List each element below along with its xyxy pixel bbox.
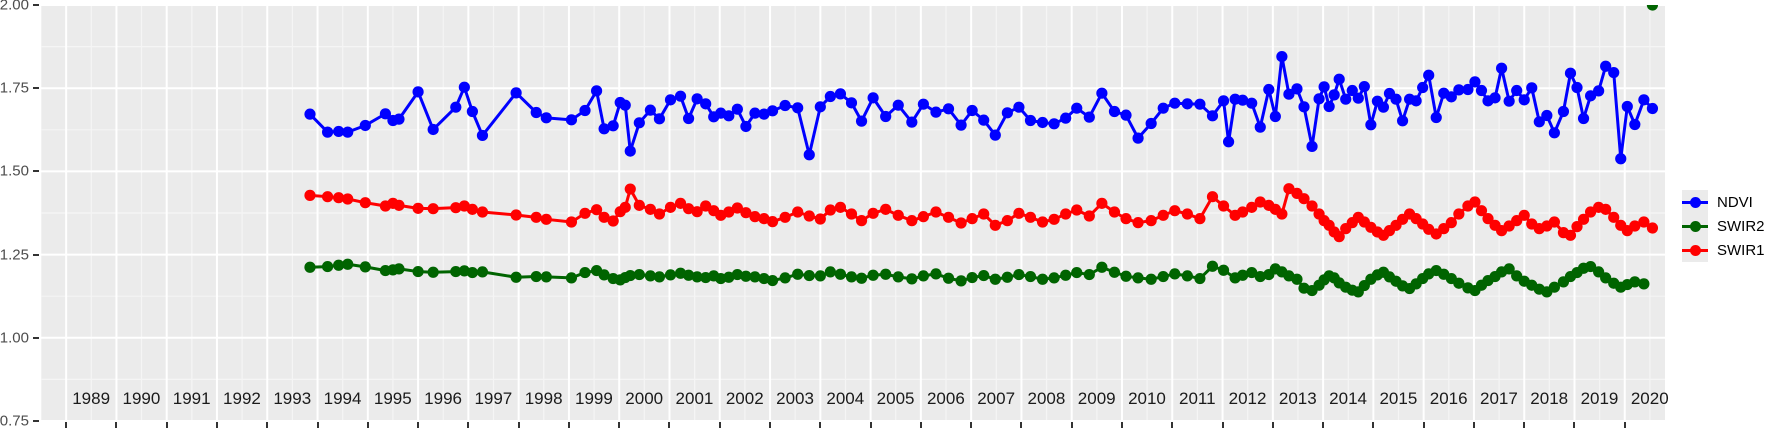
x-tick-label: 1990 bbox=[122, 389, 161, 408]
x-tick-mark bbox=[1573, 422, 1576, 428]
x-tick-label: 2009 bbox=[1077, 389, 1116, 408]
x-tick-label: 2017 bbox=[1480, 389, 1518, 408]
x-tick-label: 2012 bbox=[1228, 389, 1267, 408]
x-tick-label: 1999 bbox=[575, 389, 613, 408]
x-tick-label: 1995 bbox=[373, 389, 412, 408]
x-tick-label: 2001 bbox=[675, 389, 714, 408]
x-tick-label: 1996 bbox=[424, 389, 462, 408]
x-tick-label: 2002 bbox=[725, 389, 764, 408]
x-tick-mark bbox=[1322, 422, 1325, 428]
legend-label: SWIR1 bbox=[1717, 241, 1765, 259]
y-tick-label: 1.50 bbox=[0, 162, 29, 180]
y-tick-mark bbox=[33, 87, 39, 90]
y-tick-mark bbox=[33, 4, 39, 6]
x-tick-mark bbox=[919, 422, 922, 428]
x-tick-label: 2000 bbox=[625, 389, 664, 408]
x-tick-label: 1994 bbox=[323, 389, 362, 408]
x-tick-label: 2019 bbox=[1580, 389, 1619, 408]
legend-key-icon bbox=[1682, 238, 1708, 262]
x-tick-mark bbox=[1523, 422, 1526, 428]
legend-item-swir2[interactable]: SWIR2 bbox=[1682, 214, 1765, 238]
legend: NDVI SWIR2 SWIR1 bbox=[1682, 190, 1765, 262]
x-tick-mark bbox=[970, 422, 973, 428]
legend-key-icon bbox=[1682, 214, 1708, 238]
y-tick-label: 1.00 bbox=[0, 329, 29, 347]
y-tick-mark bbox=[33, 253, 39, 256]
x-tick-mark bbox=[1271, 422, 1274, 428]
x-tick-mark bbox=[115, 422, 118, 428]
x-tick-mark bbox=[668, 422, 671, 428]
x-tick-label: 2018 bbox=[1530, 389, 1569, 408]
x-tick-label: 2013 bbox=[1278, 389, 1317, 408]
x-tick-mark bbox=[266, 422, 269, 428]
x-tick-label: 1997 bbox=[474, 389, 513, 408]
x-tick-label: 1998 bbox=[524, 389, 563, 408]
data-series-layer bbox=[304, 5, 1659, 298]
x-tick-label: 2008 bbox=[1027, 389, 1066, 408]
x-tick-mark bbox=[1020, 422, 1023, 428]
x-tick-mark bbox=[1221, 422, 1224, 428]
x-tick-mark bbox=[1120, 422, 1123, 428]
x-tick-label: 2011 bbox=[1178, 389, 1216, 408]
x-tick-mark bbox=[618, 422, 621, 428]
series-ndvi bbox=[304, 50, 1659, 165]
y-tick-mark bbox=[33, 336, 39, 339]
legend-label: SWIR2 bbox=[1717, 217, 1765, 235]
x-tick-mark bbox=[366, 422, 369, 428]
x-tick-mark bbox=[718, 422, 721, 428]
x-tick-mark bbox=[467, 422, 470, 428]
legend-dot bbox=[1690, 197, 1701, 208]
y-tick-label: 1.75 bbox=[0, 79, 29, 97]
x-tick-mark bbox=[165, 422, 168, 428]
x-tick-mark bbox=[567, 422, 570, 428]
x-tick-mark bbox=[1422, 422, 1425, 428]
x-tick-mark bbox=[1623, 422, 1626, 428]
x-tick-label: 2005 bbox=[876, 389, 915, 408]
legend-item-swir1[interactable]: SWIR1 bbox=[1682, 238, 1765, 262]
x-tick-label: 2014 bbox=[1329, 389, 1368, 408]
x-tick-label: 2020 bbox=[1630, 389, 1669, 408]
x-tick-label: 2007 bbox=[977, 389, 1016, 408]
x-tick-mark bbox=[517, 422, 520, 428]
x-tick-mark bbox=[819, 422, 822, 428]
x-tick-label: 1993 bbox=[273, 389, 312, 408]
x-tick-label: 2015 bbox=[1379, 389, 1418, 408]
y-tick-mark bbox=[33, 170, 39, 173]
x-tick-label: 2003 bbox=[776, 389, 814, 408]
legend-item-ndvi[interactable]: NDVI bbox=[1682, 190, 1765, 214]
x-tick-mark bbox=[316, 422, 319, 428]
legend-label: NDVI bbox=[1717, 193, 1753, 211]
y-tick-label: 2.00 bbox=[0, 0, 29, 14]
x-tick-label: 2006 bbox=[926, 389, 965, 408]
x-tick-mark bbox=[1372, 422, 1375, 428]
x-tick-label: 1991 bbox=[172, 389, 211, 408]
series-swir1 bbox=[304, 183, 1659, 243]
x-tick-mark bbox=[417, 422, 420, 428]
x-tick-mark bbox=[215, 422, 218, 428]
y-tick-label: 0.75 bbox=[0, 412, 29, 430]
plot-panel bbox=[41, 5, 1665, 421]
x-tick-mark bbox=[1171, 422, 1174, 428]
legend-dot bbox=[1690, 221, 1701, 232]
y-tick-label: 1.25 bbox=[0, 246, 29, 264]
x-tick-mark bbox=[869, 422, 872, 428]
x-tick-label: 2016 bbox=[1429, 389, 1468, 408]
x-tick-mark bbox=[65, 422, 68, 428]
x-tick-label: 1989 bbox=[72, 389, 111, 408]
legend-key-icon bbox=[1682, 190, 1708, 214]
legend-dot bbox=[1690, 245, 1701, 256]
x-tick-mark bbox=[1472, 422, 1475, 428]
series-swir2 bbox=[304, 5, 1659, 298]
x-tick-label: 1992 bbox=[223, 389, 261, 408]
x-tick-label: 2004 bbox=[826, 389, 865, 408]
x-tick-mark bbox=[769, 422, 772, 428]
x-tick-mark bbox=[1070, 422, 1073, 428]
y-tick-mark bbox=[33, 420, 39, 422]
x-tick-label: 2010 bbox=[1128, 389, 1166, 408]
